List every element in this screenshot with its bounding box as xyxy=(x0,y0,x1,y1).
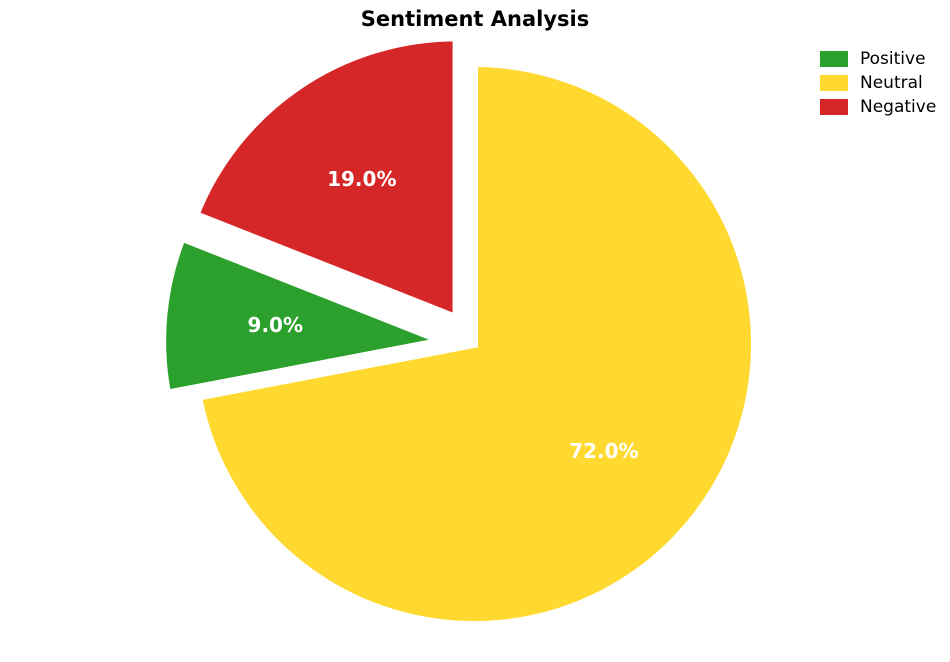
pie-svg xyxy=(0,0,950,662)
legend: Positive Neutral Negative xyxy=(820,47,936,119)
legend-item-neutral: Neutral xyxy=(820,71,936,95)
sentiment-pie-chart: Sentiment Analysis 19.0%9.0%72.0% Positi… xyxy=(0,0,950,662)
slice-label-negative: 19.0% xyxy=(327,167,396,191)
legend-swatch xyxy=(820,75,848,91)
legend-label: Neutral xyxy=(860,73,923,93)
legend-swatch xyxy=(820,99,848,115)
slice-label-positive: 9.0% xyxy=(248,313,303,337)
legend-label: Positive xyxy=(860,49,926,69)
slice-label-neutral: 72.0% xyxy=(569,439,638,463)
legend-item-positive: Positive xyxy=(820,47,936,71)
legend-label: Negative xyxy=(860,97,936,117)
legend-swatch xyxy=(820,51,848,67)
legend-item-negative: Negative xyxy=(820,95,936,119)
